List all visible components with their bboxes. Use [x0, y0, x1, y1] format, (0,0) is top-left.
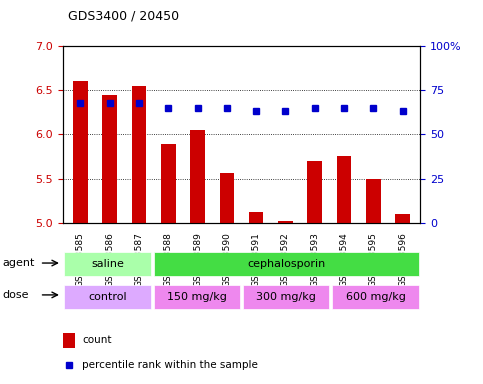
Bar: [154, 252, 419, 276]
Bar: [307, 161, 322, 223]
Bar: [63, 333, 75, 348]
Bar: [73, 81, 88, 223]
Bar: [154, 285, 240, 309]
Text: 150 mg/kg: 150 mg/kg: [167, 291, 227, 302]
Bar: [395, 214, 410, 223]
Bar: [64, 285, 151, 309]
Text: cephalosporin: cephalosporin: [247, 259, 326, 269]
Text: 600 mg/kg: 600 mg/kg: [346, 291, 405, 302]
Bar: [337, 157, 351, 223]
Text: dose: dose: [2, 290, 29, 300]
Bar: [161, 144, 176, 223]
Text: saline: saline: [91, 259, 124, 269]
Bar: [332, 285, 419, 309]
Text: control: control: [88, 291, 127, 302]
Bar: [64, 252, 151, 276]
Bar: [366, 179, 381, 223]
Bar: [220, 173, 234, 223]
Bar: [243, 285, 329, 309]
Bar: [278, 221, 293, 223]
Bar: [190, 130, 205, 223]
Text: count: count: [83, 335, 112, 345]
Text: percentile rank within the sample: percentile rank within the sample: [83, 360, 258, 370]
Text: agent: agent: [2, 258, 35, 268]
Text: 300 mg/kg: 300 mg/kg: [256, 291, 316, 302]
Bar: [249, 212, 263, 223]
Bar: [102, 95, 117, 223]
Bar: [132, 86, 146, 223]
Text: GDS3400 / 20450: GDS3400 / 20450: [68, 10, 179, 23]
